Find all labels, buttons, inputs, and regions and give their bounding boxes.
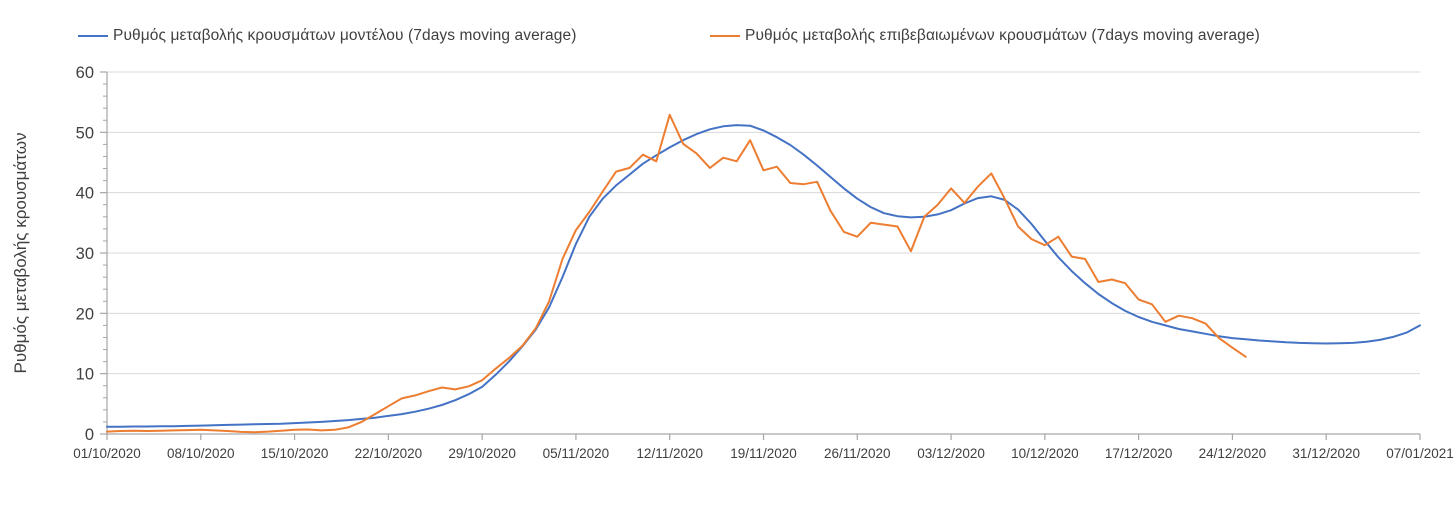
x-tick-label: 07/01/2021 xyxy=(1386,446,1454,461)
x-tick-label: 12/11/2020 xyxy=(636,446,703,461)
x-tick-label: 15/10/2020 xyxy=(261,446,329,461)
y-axis-title: Ρυθμός μεταβολής κρουσμάτων xyxy=(11,132,30,374)
y-tick-label: 10 xyxy=(76,366,94,384)
x-tick-label: 19/11/2020 xyxy=(730,446,797,461)
y-tick-label: 20 xyxy=(76,305,94,323)
y-tick-label: 0 xyxy=(85,426,94,444)
x-tick-label: 26/11/2020 xyxy=(824,446,891,461)
x-tick-label: 29/10/2020 xyxy=(448,446,516,461)
x-tick-label: 01/10/2020 xyxy=(73,446,141,461)
y-tick-label: 50 xyxy=(76,124,94,142)
x-tick-label: 10/12/2020 xyxy=(1011,446,1079,461)
x-tick-label: 31/12/2020 xyxy=(1292,446,1360,461)
x-tick-label: 22/10/2020 xyxy=(355,446,423,461)
x-tick-label: 08/10/2020 xyxy=(167,446,235,461)
x-tick-label: 03/12/2020 xyxy=(917,446,985,461)
x-tick-label: 24/12/2020 xyxy=(1199,446,1267,461)
y-tick-label: 60 xyxy=(76,64,94,82)
series-line-confirmed xyxy=(106,113,1247,434)
y-tick-label: 40 xyxy=(76,185,94,203)
x-tick-label: 05/11/2020 xyxy=(543,446,610,461)
y-tick-label: 30 xyxy=(76,245,94,263)
x-tick-label: 17/12/2020 xyxy=(1105,446,1173,461)
series-line-model xyxy=(106,124,1421,428)
